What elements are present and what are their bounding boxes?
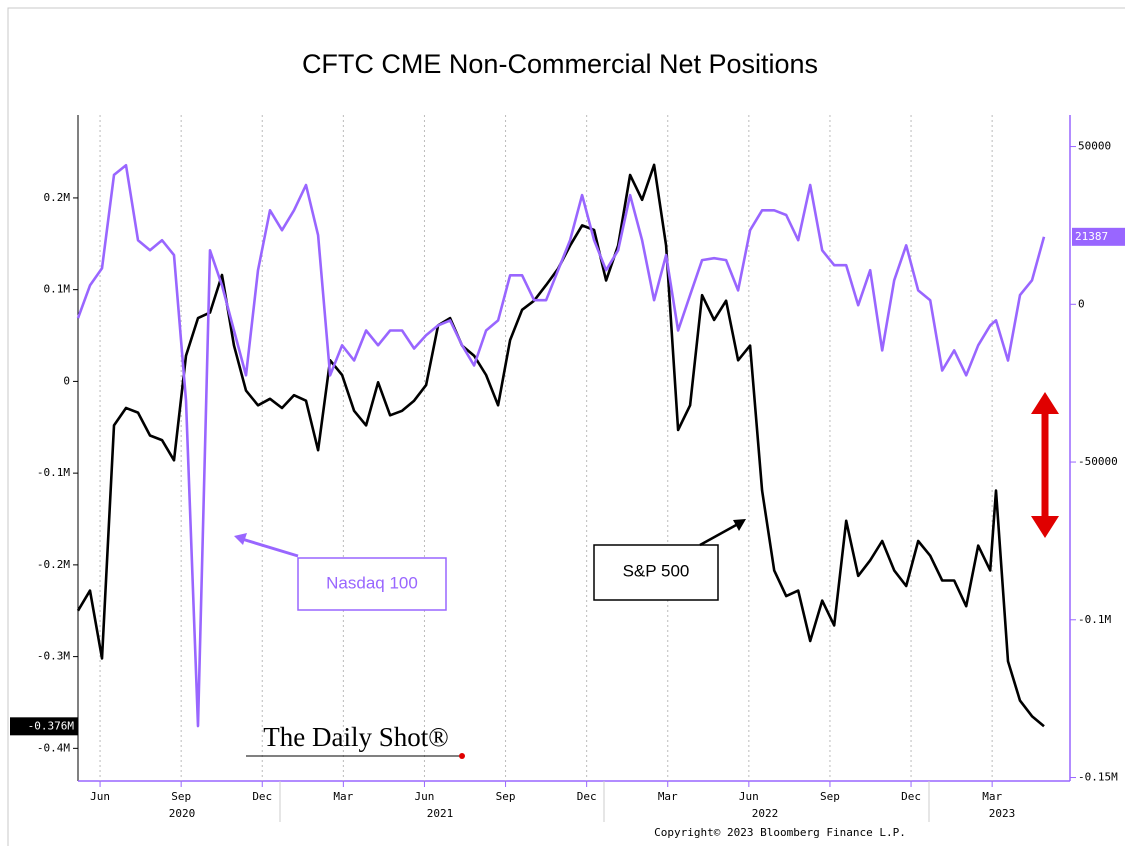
x-tick-label: Mar	[333, 790, 353, 803]
x-tick-label: Dec	[252, 790, 272, 803]
y-tick-label: -0.2M	[37, 558, 70, 571]
y-tick-label: 0.1M	[44, 283, 71, 296]
y2-tick-label: -0.1M	[1078, 613, 1111, 626]
x-tick-label: Sep	[496, 790, 516, 803]
arrow-head	[733, 519, 746, 531]
last-value-box	[1072, 227, 1125, 246]
annotation: S&P 500	[623, 561, 690, 580]
arrow-head	[1031, 516, 1059, 538]
copyright: Copyright© 2023 Bloomberg Finance L.P.	[654, 826, 906, 839]
last-value-label: -0.376M	[28, 719, 75, 732]
x-tick-label: Dec	[577, 790, 597, 803]
y-tick-label: -0.1M	[37, 466, 70, 479]
annotation-box	[297, 557, 447, 611]
chart-title: CFTC CME Non-Commercial Net Positions	[302, 49, 818, 79]
x-tick-label: Mar	[982, 790, 1002, 803]
year-label: 2022	[752, 807, 779, 820]
year-label: 2020	[169, 807, 196, 820]
last-value-tag: -0.376M	[10, 717, 78, 736]
y2-tick-label: -50000	[1078, 455, 1118, 468]
x-tick-label: Mar	[658, 790, 678, 803]
y-tick-label: 0	[63, 374, 70, 387]
watermark-dot	[459, 753, 465, 759]
y-tick-label: 0.2M	[44, 191, 71, 204]
y-tick-label: -0.3M	[37, 650, 70, 663]
x-tick-label: Jun	[415, 790, 435, 803]
annotation-box	[593, 544, 719, 601]
arrow-head	[1031, 392, 1059, 414]
last-value-box	[10, 717, 78, 736]
y-tick-label: -0.4M	[37, 741, 70, 754]
last-value-label: 21387	[1075, 230, 1108, 243]
last-value-tag: 21387	[1072, 227, 1125, 246]
arrow-head	[234, 533, 247, 545]
series-line	[76, 163, 1046, 728]
year-label: 2021	[427, 807, 454, 820]
x-tick-label: Jun	[90, 790, 110, 803]
plot-area: Jun Sep Dec Mar Jun Sep Dec Mar Jun Sep Dec Mar -0.4…	[37, 115, 1118, 803]
watermark: The Daily Shot®	[263, 722, 449, 752]
series-line	[76, 163, 1045, 728]
x-tick-label: Dec	[901, 790, 921, 803]
year-label: 2023	[989, 807, 1016, 820]
x-tick-label: Sep	[820, 790, 840, 803]
x-tick-label: Sep	[171, 790, 191, 803]
y2-tick-label: 50000	[1078, 140, 1111, 153]
annotation: Nasdaq 100	[326, 573, 418, 592]
y2-tick-label: 0	[1078, 297, 1085, 310]
x-tick-label: Jun	[739, 790, 759, 803]
frame	[7, 7, 1125, 846]
y2-tick-label: -0.15M	[1078, 771, 1118, 784]
annotation-arrow	[241, 537, 299, 558]
annotation-arrow	[699, 522, 739, 547]
